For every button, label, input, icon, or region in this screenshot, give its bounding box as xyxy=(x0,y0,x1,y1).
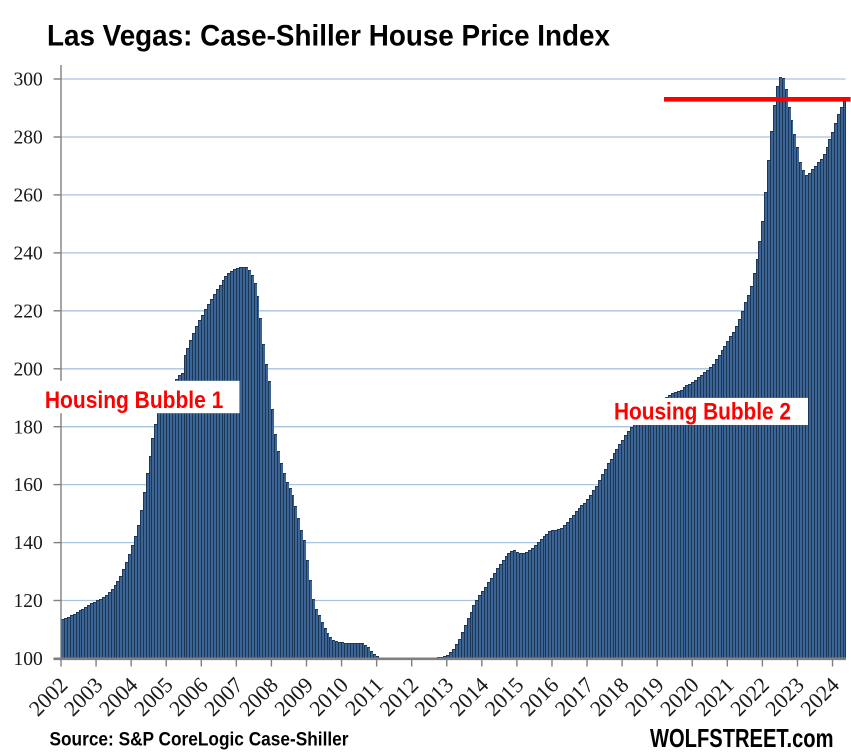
svg-text:Housing Bubble 2: Housing Bubble 2 xyxy=(614,398,791,425)
svg-text:160: 160 xyxy=(14,475,43,496)
svg-text:140: 140 xyxy=(14,533,43,554)
svg-text:240: 240 xyxy=(14,244,43,265)
svg-text:280: 280 xyxy=(14,128,43,149)
svg-text:180: 180 xyxy=(14,417,43,438)
svg-text:200: 200 xyxy=(14,359,43,380)
svg-text:120: 120 xyxy=(14,591,43,612)
svg-text:220: 220 xyxy=(14,301,43,322)
svg-text:260: 260 xyxy=(14,186,43,207)
svg-text:Source: S&P CoreLogic Case-Shi: Source: S&P CoreLogic Case-Shiller xyxy=(50,729,349,751)
svg-text:Housing Bubble 1: Housing Bubble 1 xyxy=(45,387,223,414)
svg-text:WOLFSTREET.com: WOLFSTREET.com xyxy=(650,723,834,753)
svg-text:300: 300 xyxy=(14,70,43,91)
svg-text:100: 100 xyxy=(14,649,43,670)
svg-text:Las Vegas: Case-Shiller House: Las Vegas: Case-Shiller House Price Inde… xyxy=(47,20,610,53)
